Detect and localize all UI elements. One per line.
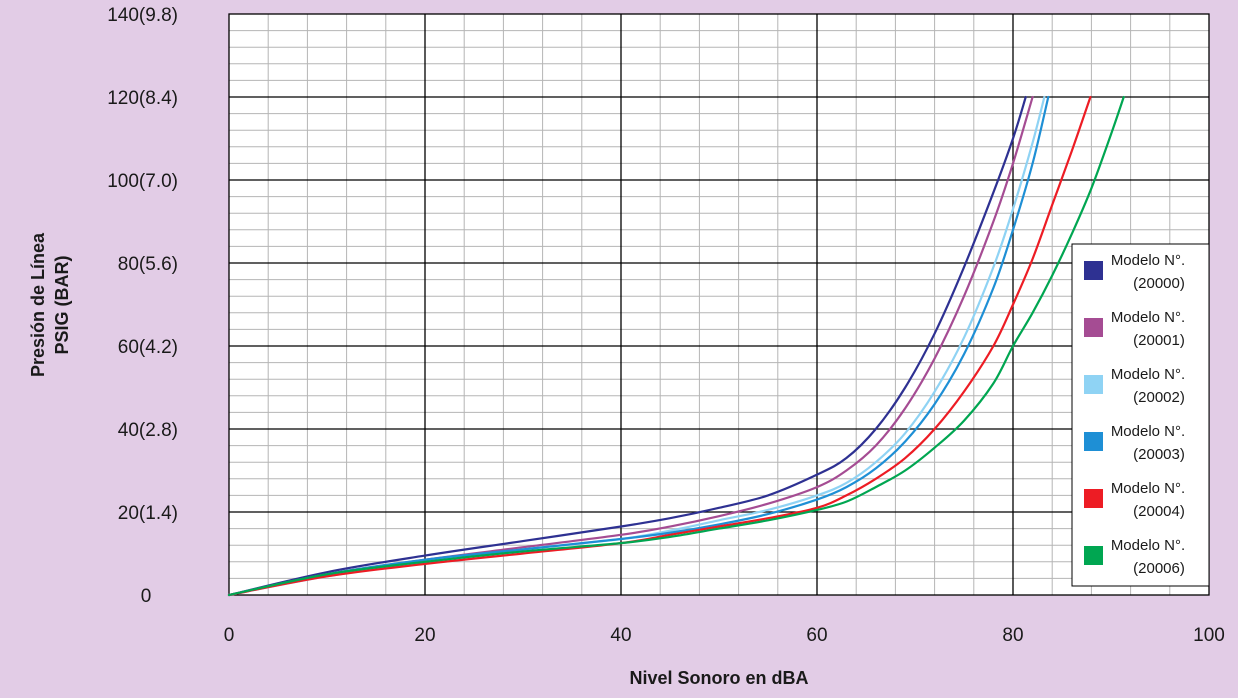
- legend-entry-3: Modelo N°. (20003): [1084, 423, 1185, 463]
- x-tick-labels: 0 20 40 60 80 100: [224, 625, 1225, 646]
- y-tick-label: 100(7.0): [107, 171, 178, 192]
- legend-box: [1071, 243, 1210, 587]
- x-tick-label: 80: [1002, 625, 1023, 646]
- y-tick-label: 20(1.4): [118, 503, 178, 524]
- series-line-0: [227, 95, 1027, 597]
- y-tick-label: 60(4.2): [118, 337, 178, 358]
- legend-swatch: [1084, 261, 1103, 280]
- y-tick-labels: 0 20(1.4) 40(2.8) 60(4.2) 80(5.6) 100(7.0) 120…: [107, 5, 178, 607]
- legend-label-line-1: Modelo N°.: [1111, 252, 1185, 269]
- x-tick-label: 0: [224, 625, 235, 646]
- series-layer: [227, 95, 1125, 597]
- legend-label-line-1: Modelo N°.: [1111, 423, 1185, 440]
- legend-swatch: [1084, 318, 1103, 337]
- x-axis-title: Nivel Sonoro en dBA: [629, 668, 808, 688]
- series-line-4: [227, 95, 1092, 597]
- y-tick-label: 120(8.4): [107, 88, 178, 109]
- y-axis-title-line-1: Presión de Línea: [28, 232, 48, 377]
- legend-entry-1: Modelo N°. (20001): [1084, 309, 1185, 349]
- legend-label-line-2: (20001): [1133, 332, 1185, 349]
- legend-swatch: [1084, 489, 1103, 508]
- legend-entry-4: Modelo N°. (20004): [1084, 480, 1185, 520]
- legend-label-line-2: (20006): [1133, 560, 1185, 577]
- legend-swatch: [1084, 432, 1103, 451]
- legend: Modelo N°.(20000)Modelo N°.(20001)Modelo…: [1071, 243, 1210, 587]
- y-tick-label: 140(9.8): [107, 5, 178, 26]
- series-line-5: [227, 95, 1125, 597]
- x-tick-label: 100: [1193, 625, 1225, 646]
- y-axis-title-line-2: PSIG (BAR): [52, 255, 72, 354]
- x-tick-label: 20: [414, 625, 435, 646]
- legend-entry-2: Modelo N°. (20002): [1084, 366, 1185, 406]
- legend-entry-5: Modelo N°. (20006): [1084, 537, 1185, 577]
- legend-label-line-2: (20000): [1133, 275, 1185, 292]
- legend-label-line-2: (20004): [1133, 503, 1185, 520]
- x-tick-label: 40: [610, 625, 631, 646]
- y-tick-label: 0: [141, 586, 152, 607]
- y-tick-label: 40(2.8): [118, 420, 178, 441]
- legend-swatch: [1084, 375, 1103, 394]
- major-grid: [229, 14, 1209, 595]
- x-tick-label: 60: [806, 625, 827, 646]
- legend-label-line-2: (20003): [1133, 446, 1185, 463]
- legend-label-line-1: Modelo N°.: [1111, 309, 1185, 326]
- legend-label-line-2: (20002): [1133, 389, 1185, 406]
- legend-entry-0: Modelo N°. (20000): [1084, 252, 1185, 292]
- legend-label-line-1: Modelo N°.: [1111, 537, 1185, 554]
- legend-label-line-1: Modelo N°.: [1111, 366, 1185, 383]
- legend-swatch: [1084, 546, 1103, 565]
- y-tick-label: 80(5.6): [118, 254, 178, 275]
- legend-label-line-1: Modelo N°.: [1111, 480, 1185, 497]
- series-line-3: [227, 95, 1050, 597]
